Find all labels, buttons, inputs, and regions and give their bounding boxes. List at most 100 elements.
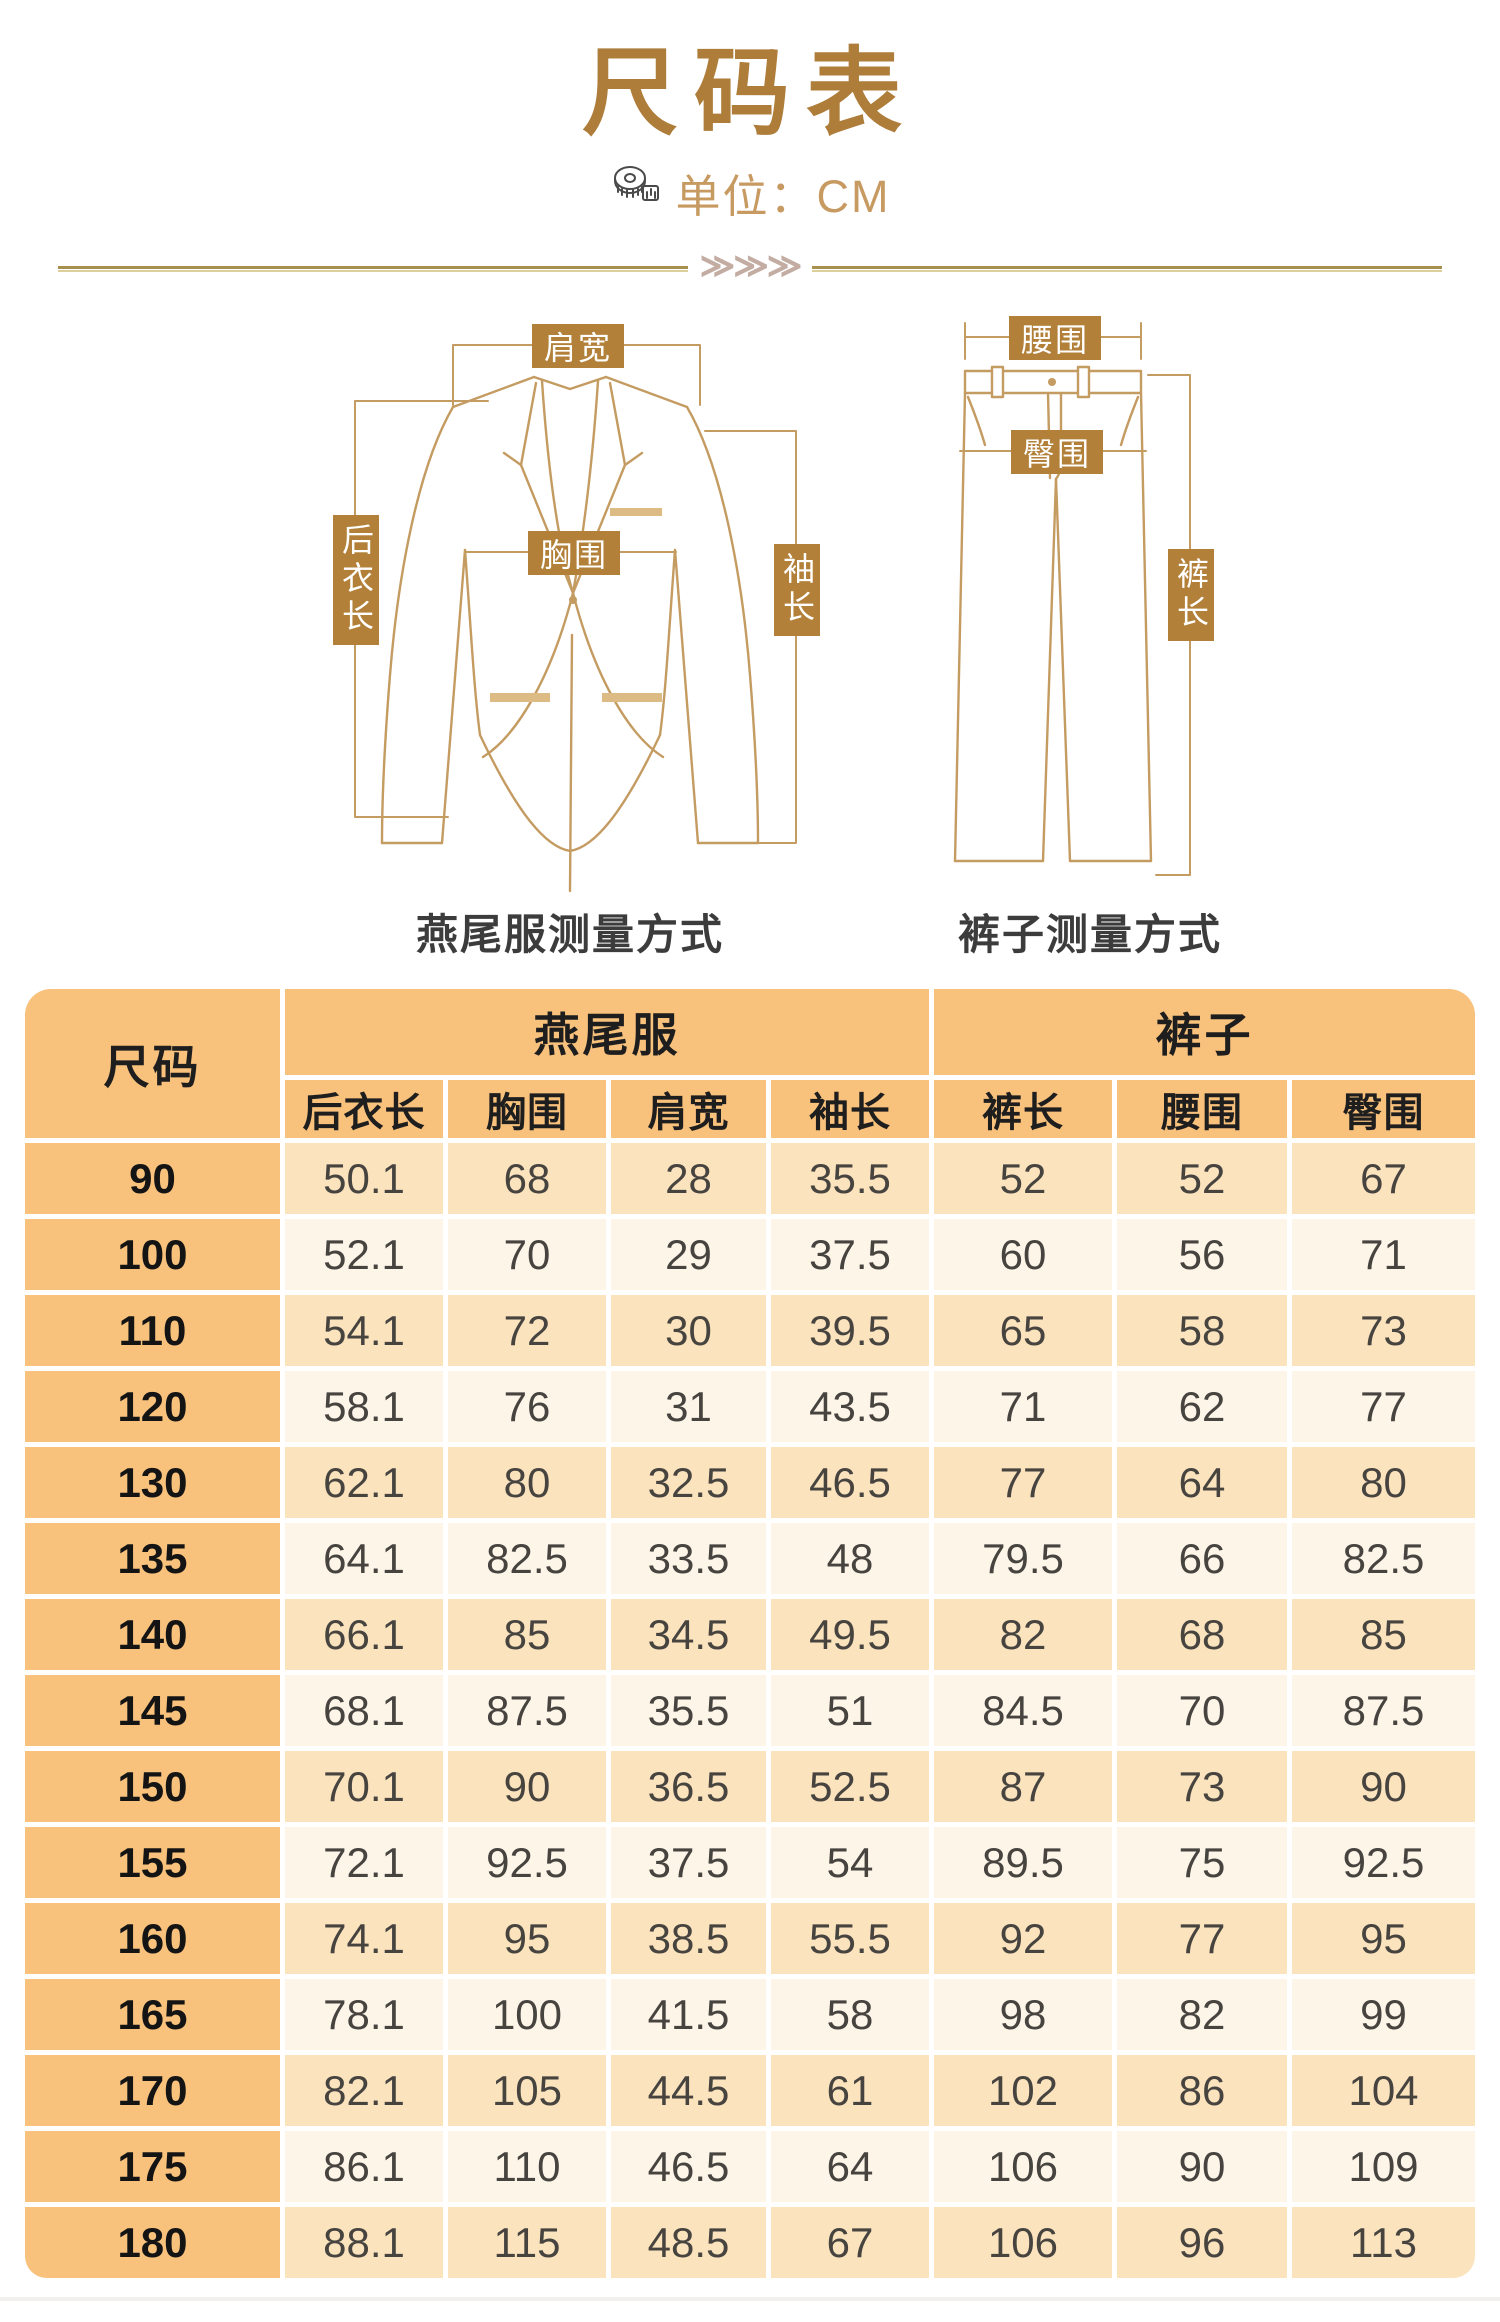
table-row: 135 64.1 82.5 33.5 48 79.5 66 82.5	[25, 1523, 1476, 1594]
sub-header-row: 后衣长 胸围 肩宽 袖长 裤长 腰围 臀围	[25, 1080, 1476, 1138]
unit-label: 单位：CM	[675, 170, 891, 222]
value-cell: 90	[1292, 1751, 1476, 1822]
value-cell: 48	[771, 1523, 929, 1594]
value-cell: 100	[448, 1979, 606, 2050]
value-cell: 66	[1117, 1523, 1287, 1594]
value-cell: 55.5	[771, 1903, 929, 1974]
column-header-1-0: 裤长	[934, 1080, 1112, 1138]
value-cell: 49.5	[771, 1599, 929, 1670]
value-cell: 96	[1117, 2207, 1287, 2278]
table-row: 155 72.1 92.5 37.5 54 89.5 75 92.5	[25, 1827, 1476, 1898]
column-header-0-0: 后衣长	[285, 1080, 443, 1138]
label-back-length: 后衣长	[333, 515, 379, 645]
value-cell: 37.5	[771, 1219, 929, 1290]
value-cell: 68.1	[285, 1675, 443, 1746]
size-cell: 130	[25, 1447, 280, 1518]
divider-line-right	[812, 266, 1442, 272]
value-cell: 70	[1117, 1675, 1287, 1746]
value-cell: 113	[1292, 2207, 1476, 2278]
value-cell: 52.5	[771, 1751, 929, 1822]
value-cell: 82.5	[448, 1523, 606, 1594]
value-cell: 34.5	[611, 1599, 766, 1670]
value-cell: 73	[1292, 1295, 1476, 1366]
value-cell: 60	[934, 1219, 1112, 1290]
value-cell: 109	[1292, 2131, 1476, 2202]
value-cell: 95	[448, 1903, 606, 1974]
column-header-0-1: 胸围	[448, 1080, 606, 1138]
value-cell: 48.5	[611, 2207, 766, 2278]
value-cell: 80	[448, 1447, 606, 1518]
value-cell: 65	[934, 1295, 1112, 1366]
value-cell: 73	[1117, 1751, 1287, 1822]
value-cell: 80	[1292, 1447, 1476, 1518]
value-cell: 50.1	[285, 1143, 443, 1214]
page-header: 尺码表 单位：CM	[0, 0, 1500, 225]
next-section-edge	[0, 2297, 1500, 2301]
value-cell: 56	[1117, 1219, 1287, 1290]
value-cell: 70.1	[285, 1751, 443, 1822]
value-cell: 77	[1292, 1371, 1476, 1442]
value-cell: 89.5	[934, 1827, 1112, 1898]
label-chest: 胸围	[528, 531, 620, 575]
value-cell: 41.5	[611, 1979, 766, 2050]
size-cell: 100	[25, 1219, 280, 1290]
value-cell: 52	[1117, 1143, 1287, 1214]
value-cell: 35.5	[611, 1675, 766, 1746]
value-cell: 86	[1117, 2055, 1287, 2126]
section-divider: ≫≫≫	[58, 249, 1442, 286]
value-cell: 64.1	[285, 1523, 443, 1594]
value-cell: 58	[771, 1979, 929, 2050]
size-table-wrap: 尺码 燕尾服 裤子 后衣长 胸围 肩宽 袖长 裤长 腰围 臀围 90 50.1 68 28 35.5…	[20, 984, 1480, 2283]
value-cell: 58	[1117, 1295, 1287, 1366]
value-cell: 87.5	[448, 1675, 606, 1746]
value-cell: 85	[1292, 1599, 1476, 1670]
size-cell: 180	[25, 2207, 280, 2278]
value-cell: 76	[448, 1371, 606, 1442]
value-cell: 72.1	[285, 1827, 443, 1898]
value-cell: 33.5	[611, 1523, 766, 1594]
label-shoulder-width: 肩宽	[532, 324, 624, 368]
value-cell: 36.5	[611, 1751, 766, 1822]
value-cell: 92.5	[448, 1827, 606, 1898]
table-row: 160 74.1 95 38.5 55.5 92 77 95	[25, 1903, 1476, 1974]
value-cell: 115	[448, 2207, 606, 2278]
value-cell: 29	[611, 1219, 766, 1290]
value-cell: 62	[1117, 1371, 1287, 1442]
value-cell: 46.5	[611, 2131, 766, 2202]
table-row: 165 78.1 100 41.5 58 98 82 99	[25, 1979, 1476, 2050]
label-waist: 腰围	[1009, 316, 1101, 360]
size-cell: 120	[25, 1371, 280, 1442]
value-cell: 85	[448, 1599, 606, 1670]
value-cell: 95	[1292, 1903, 1476, 1974]
value-cell: 105	[448, 2055, 606, 2126]
value-cell: 90	[1117, 2131, 1287, 2202]
value-cell: 88.1	[285, 2207, 443, 2278]
size-cell: 160	[25, 1903, 280, 1974]
table-row: 145 68.1 87.5 35.5 51 84.5 70 87.5	[25, 1675, 1476, 1746]
table-row: 180 88.1 115 48.5 67 106 96 113	[25, 2207, 1476, 2278]
size-table-body: 90 50.1 68 28 35.5 52 52 67 100 52.1 70 29 37.5 60 56 7…	[25, 1143, 1476, 2278]
value-cell: 66.1	[285, 1599, 443, 1670]
jacket-caption: 燕尾服测量方式	[415, 911, 724, 958]
size-cell: 140	[25, 1599, 280, 1670]
value-cell: 46.5	[771, 1447, 929, 1518]
value-cell: 87	[934, 1751, 1112, 1822]
value-cell: 39.5	[771, 1295, 929, 1366]
value-cell: 54	[771, 1827, 929, 1898]
value-cell: 71	[1292, 1219, 1476, 1290]
tape-measure-icon	[610, 164, 662, 221]
size-cell: 175	[25, 2131, 280, 2202]
value-cell: 90	[448, 1751, 606, 1822]
value-cell: 110	[448, 2131, 606, 2202]
group-header-tailcoat: 燕尾服	[285, 989, 929, 1075]
value-cell: 78.1	[285, 1979, 443, 2050]
value-cell: 92	[934, 1903, 1112, 1974]
size-cell: 170	[25, 2055, 280, 2126]
size-cell: 135	[25, 1523, 280, 1594]
value-cell: 72	[448, 1295, 606, 1366]
unit-row: 单位：CM	[0, 160, 1500, 225]
pants-caption: 裤子测量方式	[957, 911, 1222, 958]
table-row: 175 86.1 110 46.5 64 106 90 109	[25, 2131, 1476, 2202]
size-cell: 165	[25, 1979, 280, 2050]
table-row: 90 50.1 68 28 35.5 52 52 67	[25, 1143, 1476, 1214]
